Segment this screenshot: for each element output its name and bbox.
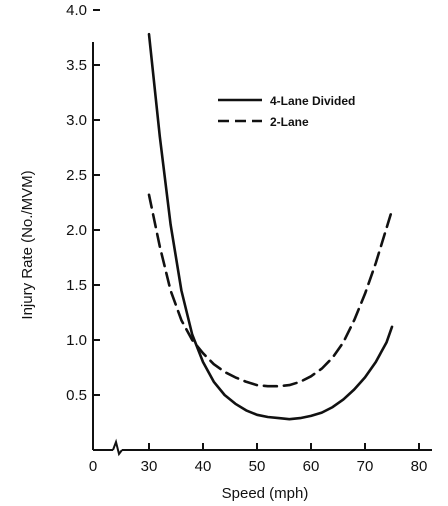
y-tick-label: 2.0 (66, 222, 87, 239)
y-tick-label: 2.5 (66, 167, 87, 184)
x-axis-title: Speed (mph) (222, 485, 309, 502)
x-tick-label: 70 (357, 458, 374, 475)
y-tick-label: 3.5 (66, 57, 87, 74)
x-tick-label: 60 (303, 458, 320, 475)
y-tick-label: 4.0 (66, 2, 87, 19)
x-tick-label: 30 (141, 458, 158, 475)
x-tick-label: 80 (411, 458, 428, 475)
x-tick-label: 0 (89, 458, 97, 475)
axes: 0.5 1.0 1.5 2.0 2.5 3.0 3.5 4.0 0 30 40 50 60 70 80 (66, 2, 432, 475)
series-layer (147, 32, 394, 421)
x-axis-break (112, 438, 123, 457)
x-tick-label: 40 (195, 458, 212, 475)
y-tick-label: 3.0 (66, 112, 87, 129)
legend: 4-Lane Divided 2-Lane (218, 94, 355, 129)
series-line-2 (147, 193, 394, 388)
series-line-1 (147, 32, 394, 421)
y-axis-title: Injury Rate (No./MVM) (19, 170, 36, 319)
y-tick-label: 1.0 (66, 332, 87, 349)
y-tick-label: 1.5 (66, 277, 87, 294)
legend-label-1: 4-Lane Divided (270, 94, 355, 108)
legend-label-2: 2-Lane (270, 115, 309, 129)
x-tick-label: 50 (249, 458, 266, 475)
y-tick-label: 0.5 (66, 387, 87, 404)
